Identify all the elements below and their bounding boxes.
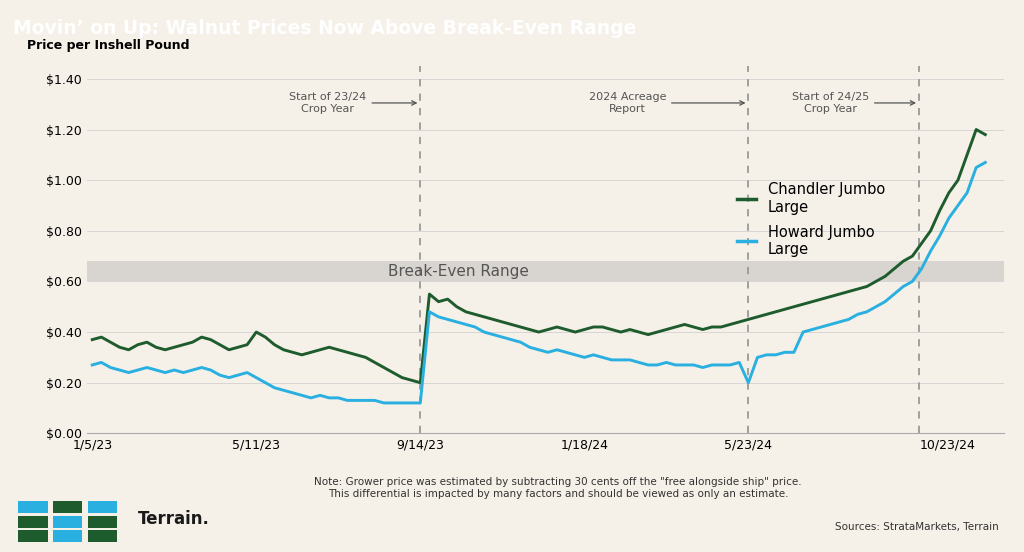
Bar — [53, 516, 82, 528]
Bar — [87, 261, 1004, 282]
Bar — [88, 516, 117, 528]
Bar — [88, 530, 117, 542]
Bar — [88, 501, 117, 513]
Bar — [53, 501, 82, 513]
Text: Note: Grower price was estimated by subtracting 30 cents off the "free alongside: Note: Grower price was estimated by subt… — [314, 477, 802, 499]
Bar — [53, 530, 82, 542]
Text: Sources: StrataMarkets, Terrain: Sources: StrataMarkets, Terrain — [835, 522, 998, 532]
Bar — [18, 501, 48, 513]
Bar — [18, 530, 48, 542]
Text: Start of 23/24
Crop Year: Start of 23/24 Crop Year — [289, 92, 416, 114]
Text: Start of 24/25
Crop Year: Start of 24/25 Crop Year — [792, 92, 914, 114]
Text: Price per Inshell Pound: Price per Inshell Pound — [28, 39, 190, 51]
Legend: Chandler Jumbo
Large, Howard Jumbo
Large: Chandler Jumbo Large, Howard Jumbo Large — [731, 176, 891, 263]
Text: Terrain.: Terrain. — [138, 510, 210, 528]
Bar — [18, 516, 48, 528]
Text: Movin’ on Up: Walnut Prices Now Above Break-Even Range: Movin’ on Up: Walnut Prices Now Above Br… — [13, 19, 637, 38]
Text: 2024 Acreage
Report: 2024 Acreage Report — [589, 92, 744, 114]
Text: Break-Even Range: Break-Even Range — [388, 264, 528, 279]
